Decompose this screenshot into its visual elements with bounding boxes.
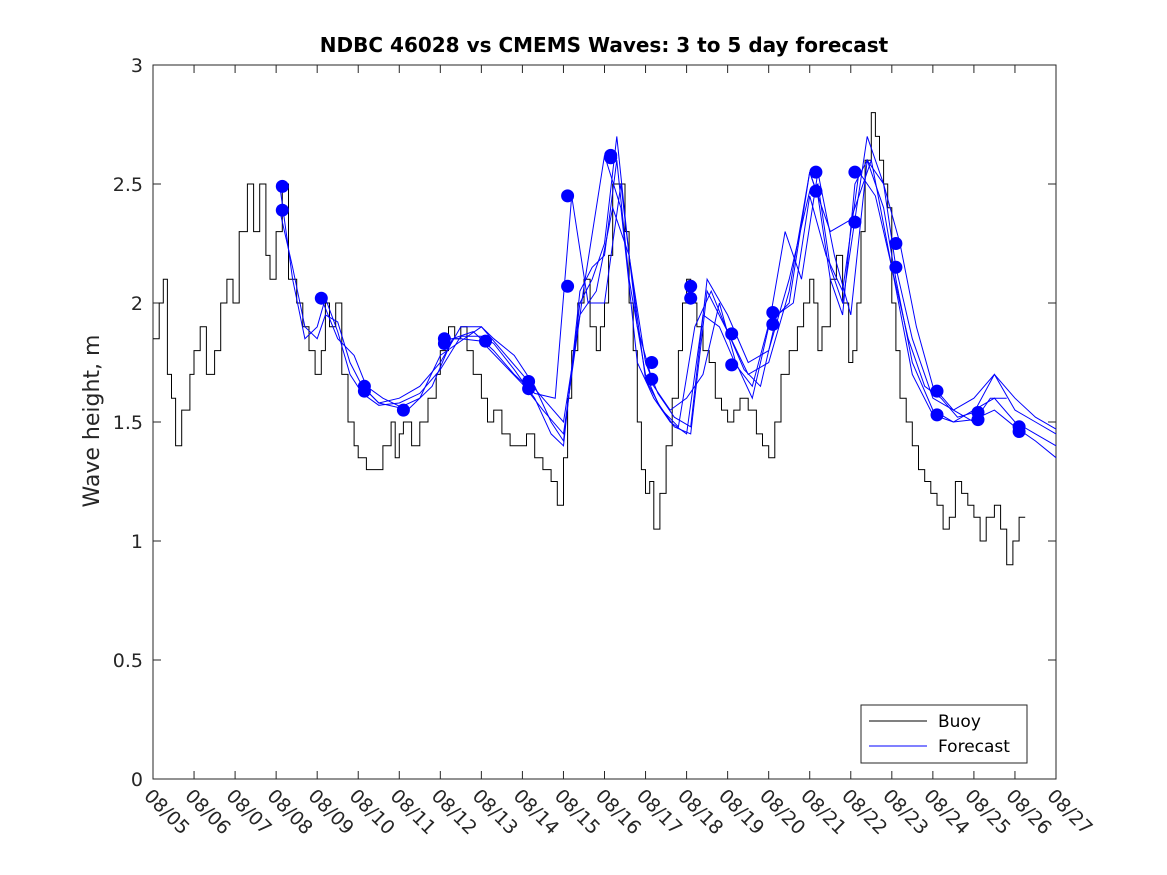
x-tick-label: 08/23 (878, 785, 932, 839)
forecast-start-marker (275, 179, 289, 193)
forecast-start-marker (684, 279, 698, 293)
x-tick-label: 08/11 (386, 785, 440, 839)
forecast-start-marker (1012, 425, 1026, 438)
x-tick-label: 08/25 (960, 785, 1014, 839)
forecast-start-marker (396, 403, 410, 417)
forecast-start-marker (889, 260, 903, 274)
y-tick-label: 2.5 (113, 174, 143, 196)
forecast-start-marker (766, 317, 780, 331)
forecast-marker-layer (275, 148, 1026, 438)
forecast-start-marker (479, 334, 492, 348)
x-tick-label: 08/16 (591, 785, 645, 839)
legend-buoy-label: Buoy (938, 712, 981, 732)
buoy-series-layer (153, 112, 1026, 566)
x-tick-label: 08/27 (1042, 785, 1096, 839)
forecast-start-marker (561, 189, 575, 203)
forecast-start-marker (809, 165, 823, 179)
y-axis-ticks: 0 0.5 1 1.5 2 2.5 3 (113, 55, 1056, 791)
forecast-start-marker (848, 165, 862, 179)
y-tick-label: 0 (131, 769, 143, 791)
forecast-start-marker (522, 382, 536, 396)
forecast-start-marker (889, 237, 903, 250)
x-tick-label: 08/17 (632, 785, 686, 839)
forecast-start-marker (561, 279, 575, 293)
forecast-start-marker (437, 337, 451, 350)
x-tick-label: 08/19 (714, 785, 768, 839)
forecast-start-marker (275, 203, 289, 217)
x-tick-label: 08/14 (509, 785, 563, 839)
x-tick-label: 08/09 (304, 785, 358, 839)
legend-box (860, 704, 1028, 764)
x-tick-label: 08/06 (181, 785, 235, 839)
y-tick-label: 1.5 (113, 412, 143, 434)
x-tick-label: 08/05 (139, 785, 193, 839)
plot-area (152, 64, 1057, 780)
forecast-start-marker (725, 327, 739, 341)
y-axis-label: Wave height, m (80, 335, 105, 508)
forecast-start-marker (809, 184, 823, 198)
buoy-series-line (153, 112, 1026, 566)
forecast-start-marker (766, 306, 780, 319)
forecast-start-marker (604, 151, 618, 165)
y-tick-label: 3 (131, 55, 143, 77)
forecast-start-marker (357, 384, 371, 398)
legend: Buoy Forecast (860, 704, 1028, 764)
forecast-series-line-3 (320, 158, 1007, 423)
x-tick-label: 08/15 (550, 785, 604, 839)
forecast-start-marker (848, 215, 862, 229)
legend-forecast-label: Forecast (938, 737, 1010, 757)
x-tick-label: 08/13 (468, 785, 522, 839)
forecast-start-marker (314, 291, 328, 305)
x-tick-label: 08/08 (263, 785, 317, 839)
forecast-start-marker (930, 408, 944, 422)
forecast-start-marker (645, 356, 659, 369)
forecast-start-marker (725, 358, 739, 372)
x-tick-label: 08/24 (919, 785, 973, 839)
x-tick-label: 08/22 (837, 785, 891, 839)
x-tick-label: 08/18 (673, 785, 727, 839)
x-tick-label: 08/26 (1001, 785, 1055, 839)
forecast-start-marker (645, 372, 659, 386)
forecast-series-line-1 (279, 158, 1057, 447)
x-tick-label: 08/12 (427, 785, 481, 839)
y-tick-label: 1 (131, 531, 143, 553)
x-tick-label: 08/21 (796, 785, 850, 839)
y-tick-label: 2 (131, 293, 143, 315)
x-tick-label: 08/20 (755, 785, 809, 839)
chart-title: NDBC 46028 vs CMEMS Waves: 3 to 5 day fo… (320, 33, 889, 57)
x-tick-label: 08/10 (345, 785, 399, 839)
forecast-start-marker (684, 291, 698, 305)
y-tick-label: 0.5 (113, 650, 143, 672)
forecast-start-marker (930, 384, 944, 398)
x-tick-label: 08/07 (222, 785, 276, 839)
forecast-start-marker (971, 413, 985, 427)
